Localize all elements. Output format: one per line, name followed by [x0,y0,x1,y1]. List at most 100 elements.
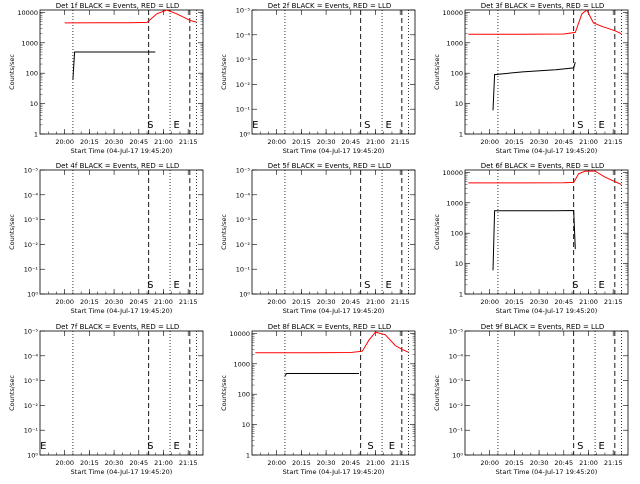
x-tick-label: 20:15 [292,138,311,146]
marker-annotation: S [147,120,153,131]
chart-title: Det 6f BLACK = Events, RED = LLD [481,162,604,170]
x-axis-label: Start Time (04-Jul-17 19:45:20) [71,468,173,476]
y-tick-label: 10⁻¹ [236,106,251,114]
y-tick-label: 10⁰ [239,291,250,299]
x-tick-label: 20:00 [267,298,286,306]
plot-frame [464,9,629,135]
lld-series-line [255,331,409,354]
x-tick-label: 20:00 [55,138,74,146]
y-tick-label: 1 [459,291,463,299]
marker-annotation: S [147,280,153,291]
y-axis-label: Counts/sec [8,54,16,90]
y-tick-label: 100 [238,391,250,399]
y-tick-label: 10⁻¹ [24,266,39,274]
y-tick-label: 10⁻⁴ [236,191,251,199]
x-tick-label: 20:30 [105,459,124,467]
y-tick-label: 10⁻³ [24,377,39,385]
y-tick-label: 10⁻² [236,81,251,89]
chart-panel-3: Det 3f BLACK = Events, RED = LLD 20:00 20:… [433,2,629,155]
marker-annotation: S [572,280,578,291]
lld-series-line [64,9,197,24]
y-tick-label: 10⁻⁵ [236,167,251,175]
y-tick-label: 10 [30,100,38,108]
x-tick-label: 20:30 [530,138,549,146]
y-tick-label: 10⁻⁵ [24,328,39,336]
y-tick-label: 10 [455,100,463,108]
marker-annotation: E [40,441,46,452]
x-tick-label: 20:30 [105,138,124,146]
x-tick-label: 20:00 [480,459,499,467]
x-tick-label: 20:45 [129,459,148,467]
y-tick-label: 1000 [233,360,250,368]
marker-annotation: E [173,280,179,291]
lld-series-line [468,170,622,185]
x-tick-label: 20:30 [317,459,336,467]
x-tick-label: 21:00 [579,298,598,306]
events-series-line [72,51,156,80]
x-axis-label: Start Time (04-Jul-17 19:45:20) [283,468,385,476]
y-axis-label: Counts/sec [433,375,441,411]
x-tick-label: 20:30 [530,298,549,306]
y-tick-label: 10⁻¹ [449,427,464,435]
chart-panel-4: Det 4f BLACK = Events, RED = LLD 20:00 20:… [8,162,204,315]
y-tick-label: 10 [455,260,463,268]
plot-frame [251,9,416,135]
x-tick-label: 20:00 [267,459,286,467]
y-tick-label: 1000 [446,39,463,47]
x-tick-label: 21:15 [604,459,623,467]
x-tick-label: 20:30 [530,459,549,467]
chart-title: Det 5f BLACK = Events, RED = LLD [268,162,391,170]
y-tick-label: 10000 [229,330,250,338]
chart-panel-5: Det 5f BLACK = Events, RED = LLD 20:00 20:… [220,162,416,315]
y-tick-label: 1 [246,452,250,460]
x-axis-label: Start Time (04-Jul-17 19:45:20) [283,147,385,155]
x-tick-label: 20:45 [129,298,148,306]
x-tick-label: 20:30 [317,138,336,146]
x-tick-label: 20:00 [267,138,286,146]
x-tick-label: 20:45 [554,298,573,306]
y-tick-label: 10⁻² [236,241,251,249]
y-tick-label: 10⁻⁴ [449,352,464,360]
x-axis-label: Start Time (04-Jul-17 19:45:20) [496,307,598,315]
x-axis-label: Start Time (04-Jul-17 19:45:20) [496,147,598,155]
y-tick-label: 10⁻⁴ [236,31,251,39]
chart-title: Det 7f BLACK = Events, RED = LLD [56,323,179,331]
x-tick-label: 21:15 [604,138,623,146]
chart-title: Det 4f BLACK = Events, RED = LLD [56,162,179,170]
y-tick-label: 10⁻³ [449,377,464,385]
plot-frame [251,330,416,456]
y-tick-label: 10⁰ [27,452,38,460]
x-tick-label: 20:45 [554,459,573,467]
x-tick-label: 21:00 [154,138,173,146]
x-tick-label: 21:15 [179,298,198,306]
chart-panel-9: Det 9f BLACK = Events, RED = LLD 20:00 20:… [433,323,629,476]
x-tick-label: 20:00 [480,138,499,146]
x-tick-label: 20:15 [80,459,99,467]
y-axis-label: Counts/sec [8,214,16,250]
chart-title: Det 2f BLACK = Events, RED = LLD [268,2,391,10]
y-axis-label: Counts/sec [220,54,228,90]
chart-title: Det 9f BLACK = Events, RED = LLD [481,323,604,331]
y-tick-label: 10⁻³ [236,56,251,64]
chart-panel-8: Det 8f BLACK = Events, RED = LLD 20:00 20:… [220,323,416,476]
marker-annotation: E [252,120,258,131]
y-tick-label: 100 [451,230,463,238]
y-tick-label: 10⁻¹ [236,266,251,274]
marker-annotation: E [173,441,179,452]
lld-series-line [468,9,622,35]
y-tick-label: 10⁻⁵ [236,7,251,15]
chart-panel-1: Det 1f BLACK = Events, RED = LLD 20:00 20:… [8,2,204,155]
y-tick-label: 100 [26,70,38,78]
x-tick-label: 20:00 [55,298,74,306]
y-axis-label: Counts/sec [220,375,228,411]
plot-frame [464,330,629,456]
x-tick-label: 21:15 [391,298,410,306]
x-axis-label: Start Time (04-Jul-17 19:45:20) [496,468,598,476]
x-tick-label: 21:15 [179,138,198,146]
y-tick-label: 10 [242,421,250,429]
x-tick-label: 21:15 [391,138,410,146]
x-tick-label: 20:15 [505,459,524,467]
x-tick-label: 20:15 [80,298,99,306]
y-axis-label: Counts/sec [433,214,441,250]
